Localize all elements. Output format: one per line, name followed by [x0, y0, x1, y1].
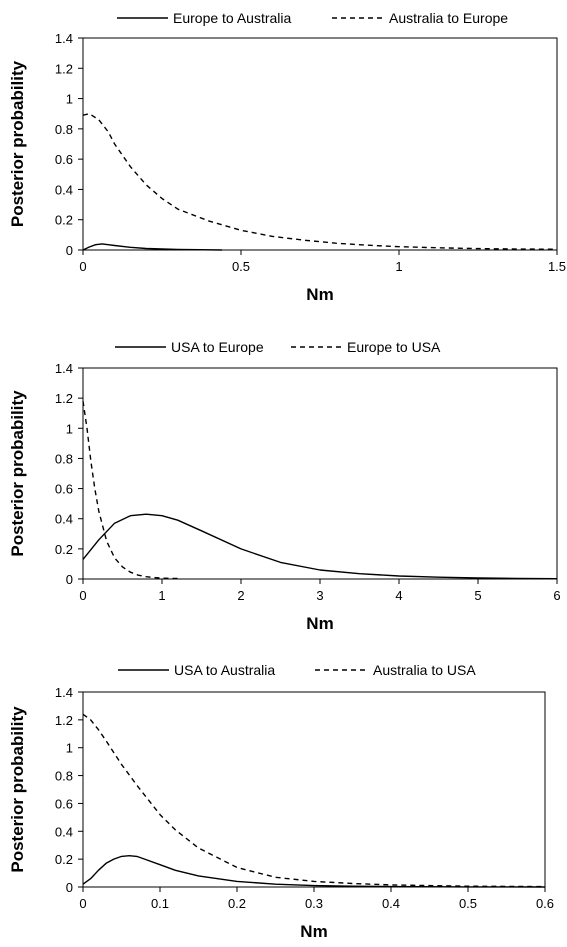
- y-tick-label: 0.2: [55, 852, 73, 867]
- y-tick-label: 0.6: [55, 796, 73, 811]
- y-tick-label: 1.2: [55, 713, 73, 728]
- y-tick-label: 0: [66, 572, 73, 587]
- x-tick-label: 0: [79, 896, 86, 911]
- plot-frame: [82, 367, 558, 580]
- x-axis-title: Nm: [306, 614, 333, 633]
- series-line-1: [82, 243, 223, 251]
- y-tick-label: 0.8: [55, 451, 73, 466]
- y-tick-label: 0.4: [55, 512, 73, 527]
- y-tick-label: 1.2: [55, 391, 73, 406]
- legend-label-2: Europe to USA: [347, 339, 441, 355]
- x-tick-label: 0: [79, 588, 86, 603]
- legend-label-1: Europe to Australia: [173, 10, 292, 26]
- y-tick-label: 0.4: [55, 824, 73, 839]
- y-tick-label: 0.2: [55, 542, 73, 557]
- series-line-1: [82, 513, 558, 580]
- series-line-2: [82, 713, 546, 888]
- x-tick-label: 1: [395, 259, 402, 274]
- chart-panel-1: 0 0.2 0.4 0.6 0.8 1 1.2 1.4 0 0.5 1 1.5 Nm Posterior …: [8, 10, 566, 304]
- x-tick-label: 1.5: [548, 259, 566, 274]
- x-tick-label: 0.3: [305, 896, 323, 911]
- y-tick-label: 0.2: [55, 213, 73, 228]
- y-tick-label: 0.6: [55, 152, 73, 167]
- x-tick-label: 3: [316, 588, 323, 603]
- x-axis-title: Nm: [300, 922, 327, 941]
- x-tick-label: 6: [553, 588, 560, 603]
- x-tick-label: 0.2: [228, 896, 246, 911]
- y-tick-label: 1: [66, 421, 73, 436]
- series-line-2: [82, 113, 558, 250]
- y-tick-label: 0.6: [55, 482, 73, 497]
- y-tick-label: 1.4: [55, 31, 73, 46]
- y-axis-title: Posterior probability: [8, 706, 27, 873]
- y-tick-label: 1: [66, 92, 73, 107]
- y-tick-label: 1.4: [55, 685, 73, 700]
- y-axis-title: Posterior probability: [8, 390, 27, 557]
- y-tick-label: 1.4: [55, 361, 73, 376]
- y-axis-title: Posterior probability: [8, 60, 27, 227]
- y-tick-label: 0.4: [55, 182, 73, 197]
- x-tick-label: 5: [474, 588, 481, 603]
- chart-panel-3: 0 0.2 0.4 0.6 0.8 1 1.2 1.4 0 0.1 0.2 0.3 0.4 0.5 0.6 N…: [8, 662, 554, 941]
- plot-frame: [82, 691, 546, 888]
- x-tick-label: 2: [237, 588, 244, 603]
- x-tick-label: 0.6: [536, 896, 554, 911]
- x-tick-label: 0.5: [232, 259, 250, 274]
- x-tick-label: 4: [395, 588, 402, 603]
- x-tick-label: 0.5: [459, 896, 477, 911]
- series-line-1: [82, 855, 546, 888]
- y-tick-label: 0: [66, 243, 73, 258]
- plot-frame: [82, 37, 558, 251]
- x-tick-label: 0.1: [151, 896, 169, 911]
- y-tick-label: 0: [66, 880, 73, 895]
- legend-label-2: Australia to USA: [373, 662, 476, 678]
- x-tick-label: 0: [79, 259, 86, 274]
- legend-label-1: USA to Australia: [174, 662, 275, 678]
- y-tick-label: 0.8: [55, 122, 73, 137]
- x-tick-label: 1: [158, 588, 165, 603]
- x-tick-label: 0.4: [382, 896, 400, 911]
- x-axis-title: Nm: [306, 285, 333, 304]
- series-line-2: [82, 401, 178, 580]
- y-tick-label: 1.2: [55, 61, 73, 76]
- legend-label-2: Australia to Europe: [389, 10, 508, 26]
- y-tick-label: 0.8: [55, 769, 73, 784]
- legend-label-1: USA to Europe: [171, 339, 264, 355]
- y-tick-label: 1: [66, 741, 73, 756]
- chart-panel-2: 0 0.2 0.4 0.6 0.8 1 1.2 1.4 0 1 2 3 4 5 6 Nm Posterior p…: [8, 339, 561, 633]
